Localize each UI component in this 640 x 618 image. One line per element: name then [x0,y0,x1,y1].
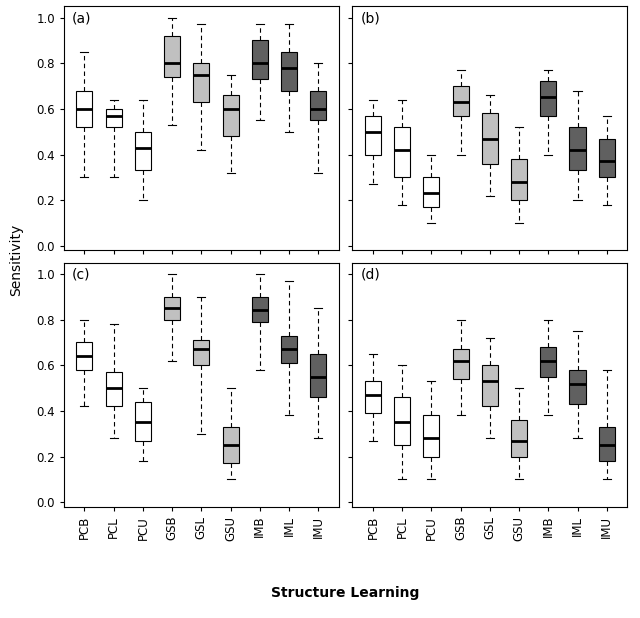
PathPatch shape [193,63,209,102]
PathPatch shape [281,336,297,363]
PathPatch shape [365,116,381,154]
PathPatch shape [252,297,268,322]
PathPatch shape [223,95,239,136]
Text: Structure Learning: Structure Learning [271,586,420,600]
PathPatch shape [511,159,527,200]
PathPatch shape [482,365,498,407]
Text: (b): (b) [361,11,380,25]
Text: (c): (c) [72,268,91,281]
PathPatch shape [511,420,527,457]
PathPatch shape [423,177,440,207]
Text: (d): (d) [361,268,380,281]
PathPatch shape [598,427,615,461]
PathPatch shape [76,342,93,370]
PathPatch shape [452,349,468,379]
PathPatch shape [164,36,180,77]
PathPatch shape [135,402,151,441]
PathPatch shape [252,40,268,79]
PathPatch shape [135,132,151,171]
PathPatch shape [164,297,180,320]
PathPatch shape [365,381,381,413]
Text: (a): (a) [72,11,92,25]
PathPatch shape [106,109,122,127]
PathPatch shape [482,114,498,164]
PathPatch shape [223,427,239,464]
PathPatch shape [394,397,410,445]
PathPatch shape [570,127,586,171]
PathPatch shape [106,372,122,407]
PathPatch shape [281,52,297,91]
PathPatch shape [598,138,615,177]
PathPatch shape [570,370,586,404]
PathPatch shape [423,415,440,457]
PathPatch shape [310,91,326,121]
PathPatch shape [540,347,556,377]
PathPatch shape [310,354,326,397]
PathPatch shape [452,86,468,116]
Text: Sensitivity: Sensitivity [9,224,23,295]
PathPatch shape [394,127,410,177]
PathPatch shape [540,82,556,116]
PathPatch shape [76,91,93,127]
PathPatch shape [193,340,209,365]
